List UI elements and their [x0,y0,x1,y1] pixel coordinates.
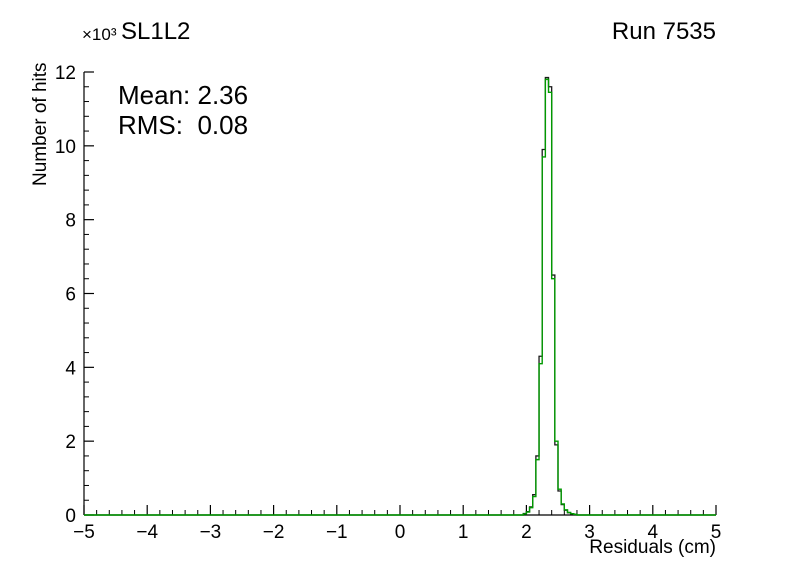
run-label: Run 7535 [611,18,716,45]
x-axis-title: Residuals (cm) [589,537,716,558]
y-axis-multiplier: ×10³ [82,25,117,44]
x-tick-label: −5 [73,522,95,543]
x-tick-label: 1 [458,522,469,543]
x-tick-label: 5 [711,522,722,543]
x-tick-label: 3 [584,522,595,543]
x-tick-label: −2 [263,522,285,543]
x-tick-label: 2 [521,522,532,543]
x-tick-label: −3 [200,522,222,543]
y-tick-label: 12 [55,63,76,84]
y-tick-label: 2 [65,432,76,453]
y-tick-label: 8 [65,211,76,232]
data-histogram [84,76,716,516]
y-axis-title: Number of hits [30,62,51,186]
x-tick-label: −1 [326,522,348,543]
stats-rms: RMS: 0.08 [118,110,249,140]
x-tick-label: −4 [136,522,158,543]
stats-mean: Mean: 2.36 [118,80,249,110]
y-tick-label: 6 [65,285,76,306]
x-tick-label: 0 [395,522,406,543]
y-tick-label: 0 [65,506,76,527]
fit-overlay [84,78,716,516]
y-tick-label: 10 [55,137,76,158]
x-tick-label: 4 [648,522,659,543]
y-tick-label: 4 [65,358,76,379]
plot-title: SL1L2 [121,18,191,45]
